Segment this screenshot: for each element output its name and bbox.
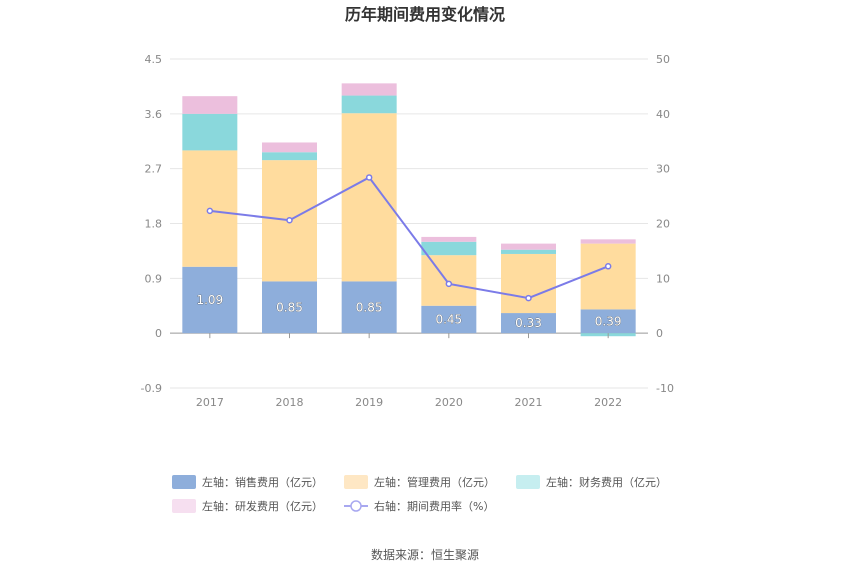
right-tick-label: -10 <box>656 382 674 395</box>
right-axis: 50 40 30 20 10 0 -10 <box>656 53 674 395</box>
left-tick-label: 0 <box>155 327 162 340</box>
left-tick-label: 4.5 <box>145 53 163 66</box>
legend-swatch <box>172 475 196 489</box>
bar-data-label: 1.09 <box>196 293 223 307</box>
bar-segment-s3 <box>182 96 238 114</box>
bar-data-label: 0.85 <box>276 300 303 314</box>
bar-segment-s0 <box>421 305 477 334</box>
bar-segment-s0 <box>182 266 238 334</box>
x-axis: 2017 2018 2019 2020 2021 2022 <box>196 333 622 409</box>
bar-segment-s1 <box>580 243 636 310</box>
left-tick-label: 1.8 <box>145 218 163 231</box>
source-note: 数据来源：恒生聚源 <box>371 547 479 562</box>
x-tick-label: 2020 <box>435 396 463 409</box>
legend-swatch <box>172 499 196 513</box>
bar-segment-s3 <box>262 142 317 153</box>
right-tick-label: 20 <box>656 218 670 231</box>
legend: 左轴：销售费用（亿元） 左轴：管理费用（亿元） 左轴：财务费用（亿元） 左轴：研发费用… <box>172 475 667 513</box>
x-tick-label: 2021 <box>515 396 543 409</box>
right-tick-label: 40 <box>656 108 670 121</box>
bar-labels: 1.09 0.85 0.85 0.45 0.33 0.39 <box>196 293 622 331</box>
left-tick-label: 2.7 <box>145 163 163 176</box>
grid-lines <box>170 58 648 389</box>
bar-segment-s1 <box>341 113 397 282</box>
right-tick-label: 10 <box>656 272 670 285</box>
rate-point <box>286 216 293 224</box>
legend-label: 左轴：财务费用（亿元） <box>546 475 667 489</box>
bar-segment-s0 <box>341 281 397 334</box>
x-tick-label: 2018 <box>276 396 304 409</box>
bar-segment-s0 <box>580 309 636 334</box>
bar-data-label: 0.45 <box>435 312 462 326</box>
left-axis: 4.5 3.6 2.7 1.8 0.9 0 -0.9 <box>141 53 162 395</box>
bar-data-label: 0.33 <box>515 316 542 330</box>
bar-segment-s3 <box>580 239 636 244</box>
legend-label: 右轴：期间费用率（%） <box>374 499 494 513</box>
bar-segment-s2 <box>501 249 556 254</box>
rate-point <box>604 263 612 270</box>
bar-segment-s3 <box>341 83 397 96</box>
right-tick-label: 0 <box>656 327 663 340</box>
bar-segment-s0 <box>501 313 556 334</box>
right-tick-label: 30 <box>656 163 670 176</box>
bar-data-label: 0.85 <box>356 300 383 314</box>
rate-point <box>206 207 214 215</box>
rate-point <box>525 294 532 302</box>
x-tick-label: 2022 <box>594 396 622 409</box>
bar-segment-s1 <box>421 255 477 306</box>
left-tick-label: -0.9 <box>141 382 162 395</box>
x-tick-label: 2019 <box>355 396 383 409</box>
legend-swatch <box>516 475 540 489</box>
legend-label: 左轴：研发费用（亿元） <box>202 499 323 513</box>
legend-marker <box>350 500 362 512</box>
rate-line-path <box>209 176 609 300</box>
chart-title: 历年期间费用变化情况 <box>345 5 505 24</box>
bar-segment-s2 <box>262 152 317 161</box>
bar-segment-s2 <box>341 95 397 114</box>
bar-segment-s2 <box>421 241 477 256</box>
rate-line <box>206 174 612 302</box>
left-tick-label: 0.9 <box>145 272 163 285</box>
legend-swatch <box>344 475 368 489</box>
legend-label: 左轴：管理费用（亿元） <box>374 475 495 489</box>
bar-segment-s3 <box>421 236 477 242</box>
bar-segment-s0 <box>262 281 317 334</box>
bar-segment-s3 <box>501 243 556 250</box>
right-tick-label: 50 <box>656 53 670 66</box>
bar-segment-s2 <box>182 113 238 151</box>
bar-segment-s1 <box>501 253 556 314</box>
rate-point <box>365 174 373 181</box>
legend-label: 左轴：销售费用（亿元） <box>202 475 323 489</box>
left-tick-label: 3.6 <box>145 108 163 121</box>
bar-data-label: 0.39 <box>595 314 622 328</box>
bars <box>182 83 636 337</box>
x-tick-label: 2017 <box>196 396 224 409</box>
rate-point <box>445 280 453 288</box>
